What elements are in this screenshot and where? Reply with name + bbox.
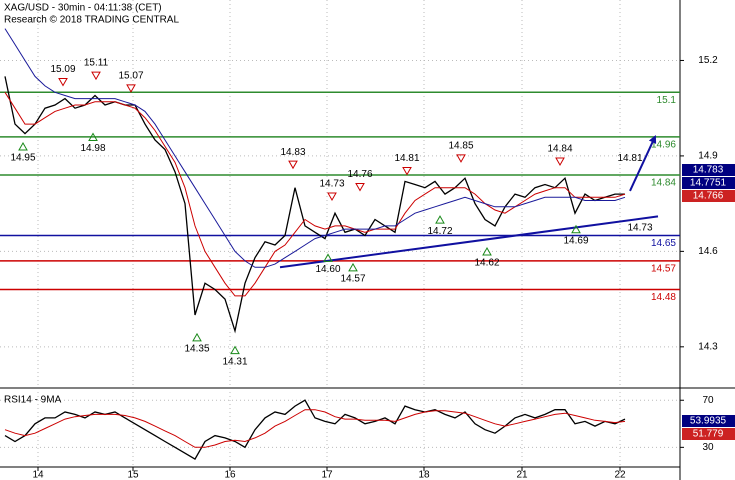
high-marker xyxy=(91,71,101,81)
level-label: 14.96 xyxy=(651,139,676,150)
annotation-label: 14.35 xyxy=(184,344,209,355)
annotation-label: 14.83 xyxy=(280,147,305,158)
level-label: 14.65 xyxy=(651,238,676,249)
chart-title: XAG/USD - 30min - 04:11:38 (CET) xyxy=(4,3,162,14)
series-line xyxy=(4,76,625,334)
annotation-label: 14.85 xyxy=(448,140,473,151)
annotation-label: 14.73 xyxy=(627,223,652,234)
price-tag-label: 53.9935 xyxy=(690,416,727,427)
price-tag-box xyxy=(682,415,735,427)
low-marker xyxy=(230,345,240,355)
x-tick-label: 14 xyxy=(32,470,44,480)
high-marker xyxy=(456,154,466,163)
series-line xyxy=(4,28,626,268)
annotation-label: 14.62 xyxy=(474,258,499,269)
series-line xyxy=(4,399,626,460)
chart-subtitle: Research © 2018 TRADING CENTRAL xyxy=(4,15,179,26)
price-tag-label: 51.779 xyxy=(693,429,724,440)
price-tag-box xyxy=(682,428,735,440)
high-marker xyxy=(327,192,337,202)
annotation-label: 14.31 xyxy=(222,356,247,367)
high-marker xyxy=(126,84,136,93)
annotation-label: 14.84 xyxy=(547,144,572,155)
annotation-label: 14.60 xyxy=(315,264,340,275)
series-line xyxy=(4,92,626,297)
level-label: 15.1 xyxy=(657,95,677,106)
level-label: 14.84 xyxy=(651,178,676,189)
x-tick-label: 18 xyxy=(418,470,430,480)
annotation-label: 14.81 xyxy=(617,153,642,164)
high-marker xyxy=(355,182,365,192)
x-tick-label: 15 xyxy=(127,470,139,480)
low-marker xyxy=(323,253,333,262)
y-tick-label: 15.2 xyxy=(698,55,718,66)
x-tick-label: 16 xyxy=(224,470,236,480)
chart-title: RSI14 - 9MA xyxy=(4,395,62,406)
x-tick-label: 21 xyxy=(516,470,528,480)
high-marker xyxy=(555,157,565,167)
price-tag-label: 14.783 xyxy=(693,165,724,176)
x-tick-label: 22 xyxy=(614,470,626,480)
price-tag-box xyxy=(682,164,735,176)
annotation-label: 14.81 xyxy=(394,153,419,164)
price-tag-label: 14.7751 xyxy=(690,178,727,189)
series-line xyxy=(4,409,626,448)
low-marker xyxy=(18,141,28,151)
level-label: 14.57 xyxy=(651,264,676,275)
low-marker xyxy=(571,224,581,234)
x-tick-label: 17 xyxy=(321,470,333,480)
high-marker xyxy=(58,77,68,87)
low-marker xyxy=(435,215,445,224)
annotation-label: 15.11 xyxy=(84,58,109,69)
high-marker xyxy=(402,167,412,176)
price-tag-label: 14.766 xyxy=(693,191,724,202)
annotation-label: 14.98 xyxy=(80,143,105,154)
high-marker xyxy=(288,160,298,170)
low-marker xyxy=(192,332,202,342)
low-marker xyxy=(348,262,358,272)
annotation-label: 14.76 xyxy=(347,169,372,180)
arrow xyxy=(629,135,657,192)
y-tick-label: 70 xyxy=(702,395,714,406)
annotation-label: 14.57 xyxy=(340,274,365,285)
annotation-label: 14.73 xyxy=(319,179,344,190)
price-tag-box xyxy=(682,177,735,189)
y-tick-label: 14.6 xyxy=(698,246,718,257)
y-tick-label: 30 xyxy=(702,442,714,453)
low-marker xyxy=(482,246,492,256)
y-tick-label: 14.3 xyxy=(698,341,718,352)
price-tag-box xyxy=(682,190,735,202)
level-label: 14.48 xyxy=(651,292,676,303)
y-tick-label: 14.9 xyxy=(698,151,718,162)
annotation-label: 15.07 xyxy=(118,70,143,81)
trendline xyxy=(279,215,659,269)
annotation-label: 15.09 xyxy=(50,64,75,75)
annotation-label: 14.72 xyxy=(427,226,452,237)
annotation-label: 14.69 xyxy=(563,235,588,246)
annotation-label: 14.95 xyxy=(10,153,35,164)
low-marker xyxy=(88,132,98,141)
